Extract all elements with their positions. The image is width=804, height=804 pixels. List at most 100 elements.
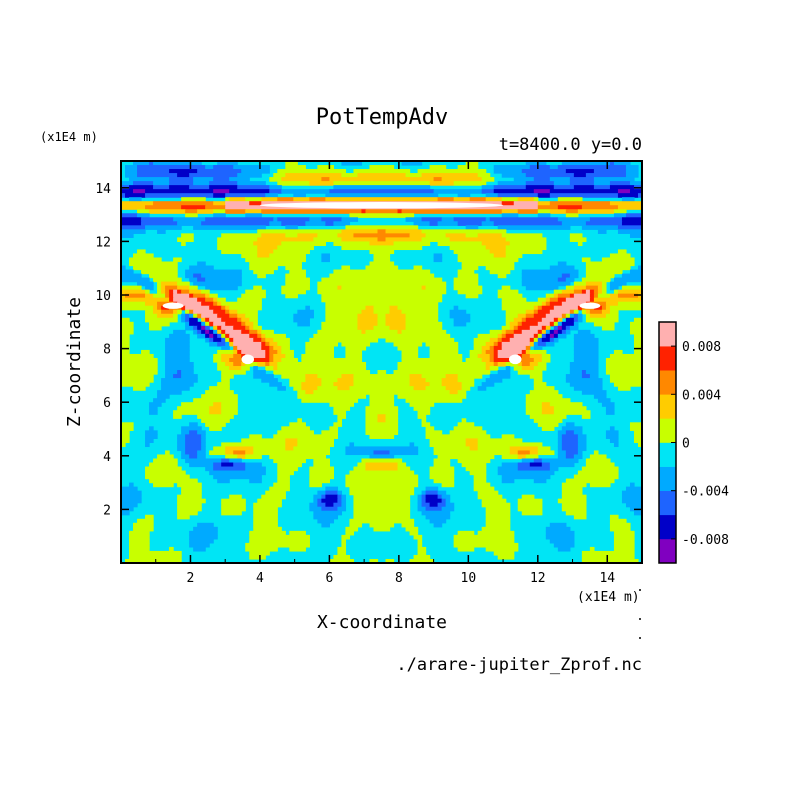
contour-cell <box>181 450 186 456</box>
contour-cell <box>197 169 242 174</box>
contour-field <box>121 161 642 563</box>
contour-cell <box>509 357 535 363</box>
contour-cell <box>605 301 619 307</box>
contour-cell <box>449 309 467 315</box>
contour-cell <box>253 357 270 363</box>
contour-cell <box>309 478 330 484</box>
contour-cell <box>561 502 587 508</box>
contour-cell <box>497 362 507 367</box>
contour-cell <box>361 209 367 214</box>
contour-cell <box>301 382 322 387</box>
contour-cell <box>405 526 419 532</box>
contour-cell <box>373 253 391 259</box>
contour-cell <box>593 289 599 295</box>
contour-cell <box>401 309 439 315</box>
contour-cell <box>341 374 355 379</box>
contour-cell <box>621 273 642 279</box>
contour-cell <box>317 498 322 504</box>
contour-cell <box>485 514 511 520</box>
contour-cell <box>249 261 302 267</box>
contour-cell <box>525 398 571 403</box>
contour-cell <box>389 450 419 456</box>
contour-cell <box>525 185 555 190</box>
contour-cell <box>157 229 166 234</box>
contour-cell <box>533 458 543 464</box>
contour-cell <box>501 333 507 339</box>
contour-cell <box>549 538 575 544</box>
contour-cell <box>473 474 487 480</box>
contour-cell <box>493 341 499 347</box>
contour-cell <box>401 209 503 214</box>
contour-cell <box>285 446 294 452</box>
contour-cell <box>121 321 134 327</box>
contour-cell <box>325 494 339 500</box>
contour-cell <box>317 374 343 379</box>
contour-cell <box>609 526 631 532</box>
contour-cell <box>309 217 322 222</box>
contour-cell <box>533 337 539 343</box>
contour-cell <box>557 205 583 210</box>
contour-cell <box>189 285 198 291</box>
contour-cell <box>357 313 379 319</box>
contour-cell <box>281 426 310 431</box>
contour-cell <box>205 333 210 339</box>
contour-cell <box>349 470 415 476</box>
contour-cell <box>605 305 611 311</box>
contour-cell <box>577 329 591 335</box>
contour-cell <box>277 386 286 391</box>
contour-cell <box>297 309 314 315</box>
contour-cell <box>385 337 455 343</box>
contour-cell <box>609 378 642 383</box>
contour-cell <box>201 221 270 226</box>
contour-cell <box>557 498 587 504</box>
contour-cell <box>529 165 551 170</box>
contour-cell <box>497 181 527 186</box>
contour-cell <box>345 225 419 230</box>
contour-cell <box>333 406 351 411</box>
contour-cell <box>145 317 178 323</box>
contour-cell <box>513 366 523 371</box>
contour-cell <box>561 426 583 431</box>
contour-cell <box>529 374 543 379</box>
contour-cell <box>177 309 182 315</box>
contour-cell <box>581 205 619 210</box>
contour-cell <box>269 454 326 460</box>
contour-cell <box>277 362 367 367</box>
contour-cell <box>541 353 551 359</box>
contour-cell <box>585 261 635 267</box>
contour-cell <box>259 202 504 209</box>
contour-cell <box>553 293 559 299</box>
contour-cell <box>621 498 642 504</box>
contour-cell <box>549 402 583 407</box>
contour-cell <box>477 490 499 496</box>
contour-cell <box>501 478 515 484</box>
contour-cell <box>441 177 483 182</box>
contour-cell <box>533 341 539 347</box>
contour-cell <box>621 490 642 496</box>
contour-cell <box>225 333 230 339</box>
contour-cell <box>541 301 547 307</box>
contour-cell <box>325 486 339 492</box>
contour-cell <box>413 221 431 226</box>
contour-cell <box>221 329 226 335</box>
contour-cell <box>557 450 567 456</box>
contour-cell <box>237 345 262 351</box>
contour-cell <box>577 209 615 214</box>
contour-cell <box>169 293 174 299</box>
chart-subtitle: t=8400.0 y=0.0 <box>499 135 642 155</box>
contour-cell <box>297 233 318 238</box>
contour-cell <box>593 169 627 174</box>
contour-cell <box>261 333 266 339</box>
contour-cell <box>561 273 571 279</box>
contour-cell <box>177 506 202 512</box>
contour-cell <box>233 325 246 331</box>
contour-cell <box>277 430 314 435</box>
contour-cell <box>493 357 511 363</box>
contour-cell <box>453 542 519 548</box>
contour-cell <box>353 374 411 379</box>
x-tick-label: 12 <box>530 571 546 586</box>
contour-cell <box>605 370 642 375</box>
contour-cell <box>337 233 355 238</box>
contour-cell <box>249 265 278 271</box>
contour-cell <box>425 434 491 439</box>
